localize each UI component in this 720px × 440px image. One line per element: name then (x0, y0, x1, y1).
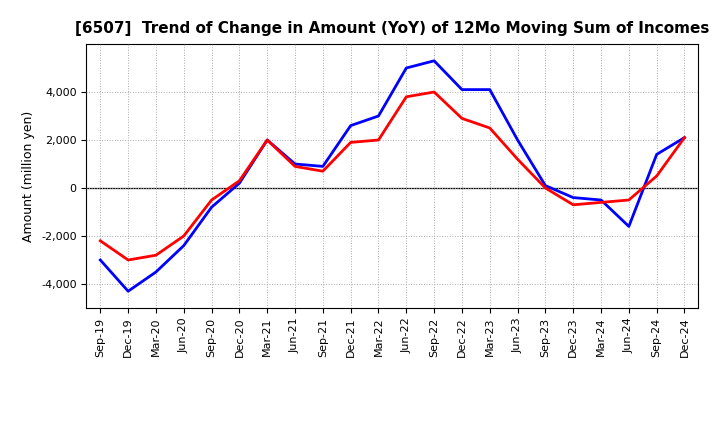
Net Income (152, 253, 161, 258)
Net Income (402, 94, 410, 99)
Ordinary Income (485, 87, 494, 92)
Net Income (541, 185, 550, 191)
Ordinary Income (318, 164, 327, 169)
Ordinary Income (652, 152, 661, 157)
Net Income (374, 137, 383, 143)
Ordinary Income (374, 114, 383, 119)
Net Income (485, 125, 494, 131)
Ordinary Income (263, 137, 271, 143)
Ordinary Income (458, 87, 467, 92)
Net Income (263, 137, 271, 143)
Ordinary Income (235, 180, 243, 186)
Net Income (318, 169, 327, 174)
Ordinary Income (402, 66, 410, 71)
Ordinary Income (152, 269, 161, 275)
Net Income (597, 200, 606, 205)
Ordinary Income (346, 123, 355, 128)
Ordinary Income (624, 224, 633, 229)
Title: [6507]  Trend of Change in Amount (YoY) of 12Mo Moving Sum of Incomes: [6507] Trend of Change in Amount (YoY) o… (75, 21, 710, 36)
Ordinary Income (430, 58, 438, 63)
Line: Ordinary Income: Ordinary Income (100, 61, 685, 291)
Net Income (179, 233, 188, 238)
Ordinary Income (124, 289, 132, 294)
Ordinary Income (291, 161, 300, 167)
Net Income (569, 202, 577, 207)
Net Income (346, 140, 355, 145)
Line: Net Income: Net Income (100, 92, 685, 260)
Net Income (430, 89, 438, 95)
Net Income (513, 157, 522, 162)
Ordinary Income (96, 257, 104, 263)
Ordinary Income (597, 198, 606, 203)
Net Income (207, 198, 216, 203)
Net Income (458, 116, 467, 121)
Net Income (680, 135, 689, 140)
Ordinary Income (513, 137, 522, 143)
Net Income (235, 178, 243, 183)
Net Income (124, 257, 132, 263)
Net Income (291, 164, 300, 169)
Net Income (96, 238, 104, 243)
Ordinary Income (179, 243, 188, 248)
Y-axis label: Amount (million yen): Amount (million yen) (22, 110, 35, 242)
Ordinary Income (680, 135, 689, 140)
Ordinary Income (541, 183, 550, 188)
Net Income (652, 173, 661, 179)
Ordinary Income (207, 205, 216, 210)
Net Income (624, 198, 633, 203)
Ordinary Income (569, 195, 577, 200)
